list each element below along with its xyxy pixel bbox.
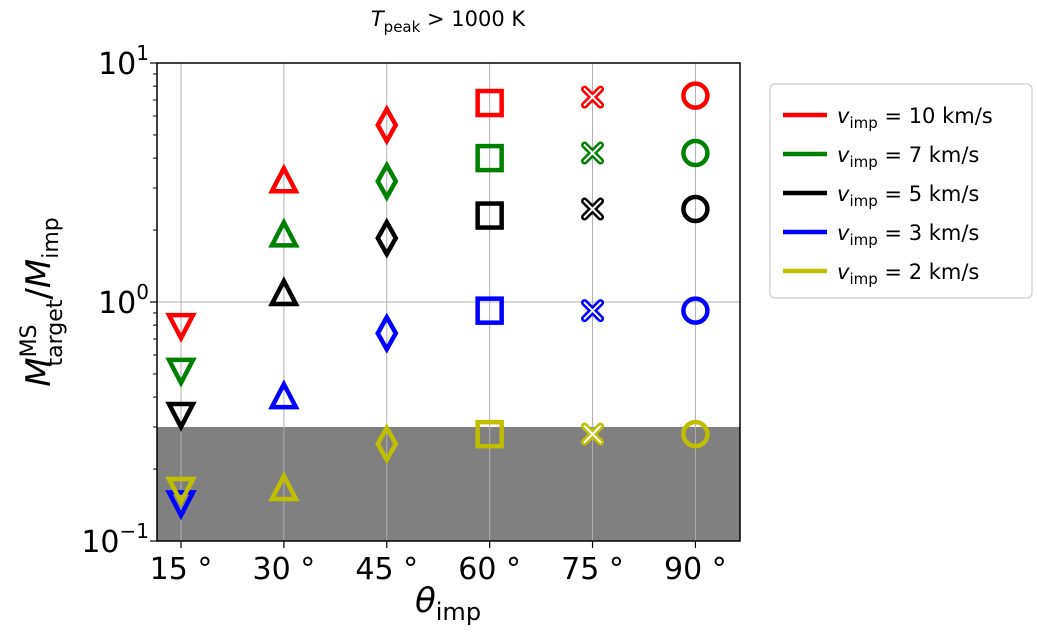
x-tick-label: 75 ° <box>561 552 624 587</box>
data-point-s1-x3 <box>475 143 504 173</box>
legend: vimp = 10 km/s vimp = 7 km/s vimp = 5 km/s… <box>769 83 1033 299</box>
data-point-s2-x5 <box>681 194 710 224</box>
data-point-s4-x1 <box>268 471 300 502</box>
data-point-s0-x0 <box>165 312 197 344</box>
data-points <box>165 81 710 521</box>
x-axis-label: θimp <box>415 581 481 626</box>
data-point-s0-x4-inner <box>583 88 602 107</box>
data-point-s2-x3 <box>475 201 504 230</box>
data-point-s3-x2 <box>375 312 399 354</box>
shaded-region <box>157 426 740 541</box>
data-point-s2-x4-inner <box>583 199 602 218</box>
legend-label-2: vimp = 5 km/s <box>837 182 979 210</box>
data-point-s4-x5 <box>681 419 710 449</box>
x-tick-label: 60 ° <box>458 552 521 587</box>
data-point-s4-x0 <box>165 476 197 507</box>
data-point-s1-x5 <box>681 138 710 168</box>
y-tick-label: 10−1 <box>81 519 149 560</box>
data-point-s0-x1 <box>268 163 300 194</box>
data-point-s3-x4 <box>581 299 605 323</box>
data-point-s3-x5 <box>681 296 710 325</box>
data-point-s2-x4 <box>581 197 605 221</box>
data-point-s1-x0 <box>165 357 197 388</box>
data-point-s2-x2 <box>375 217 399 259</box>
data-point-s1-x4-inner <box>583 144 602 163</box>
y-tick-label: 101 <box>98 41 149 82</box>
legend-label-1: vimp = 7 km/s <box>837 143 979 171</box>
data-point-s0-x3 <box>475 88 504 118</box>
data-point-s3-x3 <box>475 296 504 325</box>
data-point-s1-x2 <box>375 160 399 202</box>
data-point-s1-x4 <box>581 141 605 165</box>
data-point-s4-x4 <box>581 422 605 446</box>
data-point-s3-x0 <box>165 490 197 521</box>
plot-area <box>156 62 741 542</box>
data-point-s2-x0 <box>165 401 197 432</box>
y-axis: 10−1 100 101 <box>81 41 157 560</box>
data-point-s4-x2 <box>375 423 399 465</box>
x-tick-label: 30 ° <box>253 552 316 587</box>
x-axis: 15 ° 30 ° 45 ° 60 ° 75 ° 90 ° <box>150 541 727 587</box>
data-point-s3-x1 <box>268 379 300 410</box>
legend-label-3: vimp = 3 km/s <box>837 221 979 249</box>
y-axis-label: MMStarget/Mimp <box>17 217 68 387</box>
data-point-s1-x1 <box>268 217 300 248</box>
data-point-s4-x4-inner <box>583 425 602 444</box>
x-tick-label: 15 ° <box>150 552 213 587</box>
legend-label-4: vimp = 2 km/s <box>837 260 979 288</box>
y-tick-label: 100 <box>98 280 149 321</box>
data-point-s2-x1 <box>268 276 300 307</box>
chart-title: Tpeak > 1000 K <box>371 7 527 36</box>
x-tick-label: 45 ° <box>355 552 418 587</box>
data-point-s0-x2 <box>375 104 399 146</box>
data-point-s0-x4 <box>581 85 605 109</box>
data-point-s3-x4-inner <box>583 301 602 320</box>
legend-frame <box>769 83 1033 299</box>
data-point-s0-x5 <box>681 81 710 110</box>
legend-label-0: vimp = 10 km/s <box>837 104 993 132</box>
x-tick-label: 90 ° <box>664 552 727 587</box>
data-point-s4-x3 <box>475 419 504 449</box>
